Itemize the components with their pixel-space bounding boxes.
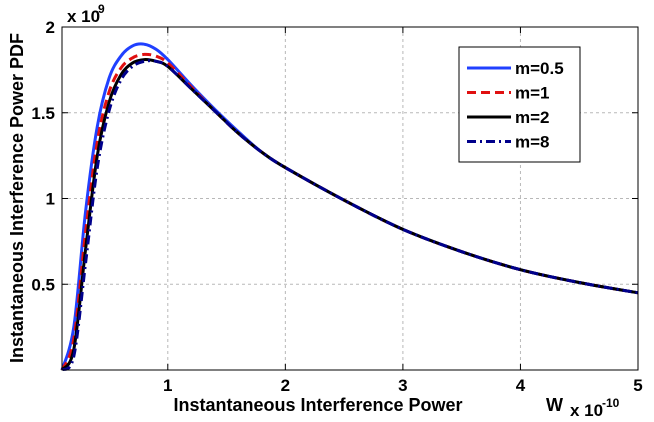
axis-ticks: 1 2 3 4 5 0.5 1 1.5 2 — [31, 18, 642, 395]
x-tick-label: 2 — [281, 376, 290, 395]
legend-box — [458, 46, 581, 163]
x-axis-unit: W — [546, 395, 563, 415]
y-tick-label: 2 — [46, 18, 55, 37]
y-multiplier: x 10 — [67, 7, 100, 26]
y-tick-label: 1.5 — [31, 104, 55, 123]
legend-entry-label: m=1 — [515, 84, 550, 103]
x-tick-label: 1 — [163, 376, 172, 395]
legend-entry-label: m=8 — [515, 133, 550, 152]
series-line-m=8 — [60, 59, 639, 372]
x-tick-label: 4 — [516, 376, 526, 395]
legend-entry-label: m=2 — [515, 108, 550, 127]
x-multiplier-exponent: -10 — [602, 396, 620, 410]
legend: m=0.5 m=1 m=2 m=8 — [458, 46, 581, 163]
x-tick-label: 3 — [398, 376, 407, 395]
x-tick-label: 5 — [633, 376, 642, 395]
y-multiplier-exponent: 9 — [98, 2, 105, 16]
y-tick-label: 0.5 — [31, 275, 55, 294]
x-multiplier: x 10 — [570, 401, 603, 420]
series-lines — [60, 42, 639, 372]
y-axis-label: Instantaneous Interference Power PDF — [7, 33, 27, 363]
x-axis-label: Instantaneous Interference Power — [173, 395, 462, 415]
y-tick-label: 1 — [46, 190, 55, 209]
legend-entry-label: m=0.5 — [515, 59, 564, 78]
